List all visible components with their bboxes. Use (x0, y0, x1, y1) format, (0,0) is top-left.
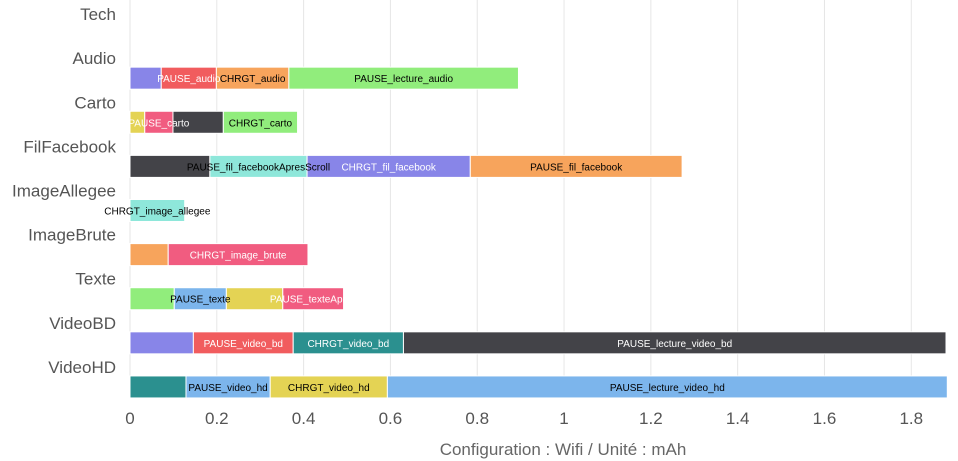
x-tick-label: 1 (559, 409, 568, 428)
bar-segment-pause-lecture-video-bd[interactable] (402, 331, 947, 355)
bar-segment[interactable] (129, 331, 194, 355)
category-label-audio: Audio (73, 49, 116, 68)
x-axis-ticks: 0 0.2 0.4 0.6 0.8 1 1.2 1.4 1.6 1.8 (125, 409, 923, 428)
category-label-imageallegee: ImageAllegee (12, 182, 116, 201)
data-label: PAUSE_audio (157, 74, 221, 85)
bar-segment-chrgt-image-brute[interactable] (167, 243, 309, 267)
data-label: PAUSE_carto (128, 118, 189, 129)
bar-segment-pause-lecture-video-hd[interactable] (386, 375, 948, 399)
bar-segment[interactable] (129, 375, 187, 399)
category-label-filfacebook: FilFacebook (23, 137, 116, 156)
data-label: PAUSE_lecture_video_hd (610, 383, 725, 394)
bars: PAUSE_audio CHRGT_audio PAUSE_lecture_audi… (104, 66, 948, 399)
category-label-tech: Tech (80, 5, 116, 24)
data-label: PAUSE_video_hd (188, 383, 267, 394)
category-label-texte: Texte (75, 270, 116, 289)
category-labels: Tech Audio Carto FilFacebook ImageAllegee Ima… (12, 5, 116, 377)
data-label: PAUSE_fil_facebookApresScroll (187, 162, 330, 173)
data-label: CHRGT_image_allegee (104, 207, 211, 218)
x-tick-label: 0.6 (379, 409, 403, 428)
bar-segment-chrgt-carto[interactable] (222, 110, 299, 134)
bar-segment[interactable] (129, 243, 169, 267)
data-label: CHRGT_video_hd (288, 383, 370, 394)
x-tick-label: 0.8 (465, 409, 489, 428)
data-label: PAUSE_lecture_video_bd (617, 339, 732, 350)
bar-segment-pause-lecture-audio[interactable] (288, 66, 519, 90)
category-label-videobd: VideoBD (49, 314, 116, 333)
category-label-imagebrute: ImageBrute (28, 226, 116, 245)
x-tick-label: 1.8 (899, 409, 923, 428)
data-label: PAUSE_texte (170, 295, 231, 306)
bar-segment-pause-fil-facebook[interactable] (469, 154, 683, 178)
data-label: PAUSE_texteApres (270, 295, 357, 306)
x-tick-label: 0 (125, 409, 134, 428)
category-label-videohd: VideoHD (48, 358, 116, 377)
gridlines (129, 0, 912, 397)
bar-segment-chrgt-image-allegee[interactable] (129, 199, 186, 222)
data-label: PAUSE_fil_facebook (530, 162, 623, 173)
x-tick-label: 1.6 (813, 409, 837, 428)
x-axis-title: Configuration : Wifi / Unité : mAh (440, 440, 687, 459)
data-label: CHRGT_image_brute (190, 251, 287, 262)
bar-segment-pause-texteapres[interactable] (282, 287, 345, 311)
data-label: CHRGT_audio (220, 74, 286, 85)
x-tick-label: 0.4 (292, 409, 316, 428)
data-label: CHRGT_carto (229, 118, 293, 129)
data-label: PAUSE_lecture_audio (354, 74, 453, 85)
x-tick-label: 1.2 (639, 409, 663, 428)
data-label: CHRGT_video_bd (307, 339, 389, 350)
x-tick-label: 1.4 (726, 409, 750, 428)
category-label-carto: Carto (74, 93, 116, 112)
bar-segment[interactable] (129, 287, 175, 311)
x-tick-label: 0.2 (205, 409, 229, 428)
data-label: CHRGT_fil_facebook (341, 162, 436, 173)
data-label: PAUSE_video_bd (204, 339, 283, 350)
